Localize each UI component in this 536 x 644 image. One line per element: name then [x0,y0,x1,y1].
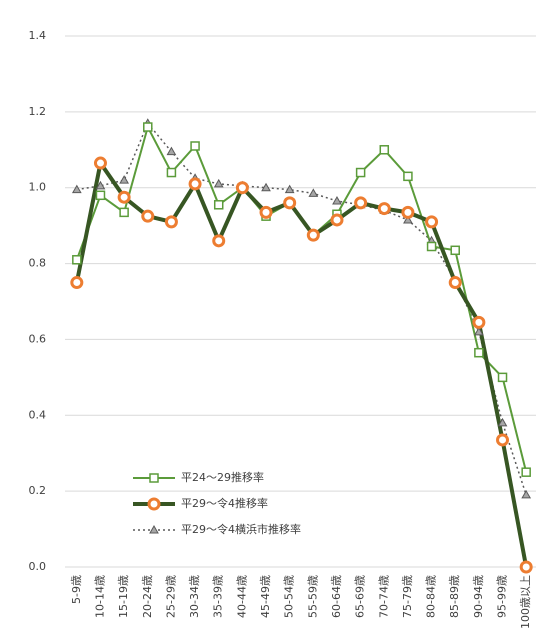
data-point [141,209,155,223]
data-point [377,202,391,216]
data-point [497,417,508,427]
y-tick-label: 0.2 [29,484,47,497]
data-point [403,171,413,182]
data-point [497,372,508,383]
data-point [521,467,531,477]
x-tick-label: 10-14歳 [93,575,106,618]
x-tick-label: 20-24歳 [141,575,154,618]
data-point [474,347,484,358]
data-point [379,145,390,155]
x-tick-label: 25-29歳 [164,575,177,618]
x-tick-label: 95-99歳 [496,575,509,618]
data-point [261,182,271,192]
data-point [212,234,226,248]
data-point [166,146,177,156]
data-point [166,167,177,178]
y-tick-label: 1.4 [29,29,47,42]
series-line [75,124,528,473]
data-point [401,205,415,219]
data-point [332,195,342,205]
legend-label: 平29～令4推移率 [181,496,268,510]
data-point [425,215,439,229]
x-tick-label: 15-19歳 [117,575,130,618]
data-point [235,181,249,195]
y-tick-label: 0.0 [29,560,47,573]
data-point [472,315,486,329]
y-tick-label: 1.2 [29,105,47,118]
x-tick-label: 35-39歳 [212,575,225,618]
x-tick-label: 70-74歳 [377,575,390,618]
data-point [213,178,224,188]
data-point [71,184,82,194]
x-tick-label: 55-59歳 [306,575,319,618]
x-tick-label: 65-69歳 [354,575,367,618]
data-point [95,180,106,190]
data-point [308,188,319,197]
x-tick-label: 85-89歳 [448,575,461,618]
x-tick-label: 40-44歳 [235,575,248,618]
legend-marker [149,473,159,483]
data-point [117,190,131,204]
data-point [496,433,510,447]
data-point [259,205,273,219]
data-point [72,255,82,265]
data-point [521,489,532,499]
data-point [450,245,460,256]
data-point [213,200,224,210]
data-point [330,213,344,227]
data-point [448,276,462,290]
data-point [306,228,320,242]
x-tick-label: 50-54歳 [283,575,296,618]
legend-marker [147,497,161,511]
data-point [426,241,437,252]
legend-label: 平29～令4横浜市推移率 [181,522,301,536]
legend-label: 平24～29推移率 [181,470,264,484]
data-point [93,156,107,170]
data-point [95,190,106,201]
x-tick-label: 60-64歳 [330,575,343,618]
y-tick-label: 0.6 [29,332,47,345]
data-point [403,214,413,224]
legend-marker [149,524,159,534]
x-tick-label: 45-49歳 [259,575,272,618]
x-tick-label: 5-9歳 [70,575,83,604]
data-point [284,184,295,194]
x-tick-label: 90-94歳 [472,575,485,618]
y-tick-label: 0.4 [29,408,47,421]
x-tick-label: 30-34歳 [188,575,201,618]
data-point [474,326,484,336]
y-tick-label: 1.0 [29,181,47,194]
data-point [283,196,297,210]
data-point [190,141,200,151]
data-point [354,196,368,210]
data-point [164,215,178,229]
y-tick-label: 0.8 [29,257,47,270]
data-point [519,560,533,574]
data-point [70,276,84,290]
data-point [119,175,129,184]
data-point [355,167,366,178]
x-tick-label: 100歳以上 [519,575,532,629]
data-point [143,122,153,132]
series-line [76,121,527,496]
x-tick-label: 75-79歳 [401,575,414,618]
x-tick-label: 80-84歳 [425,575,438,618]
series-line [74,158,529,568]
data-point [119,207,129,218]
data-point [188,177,202,191]
